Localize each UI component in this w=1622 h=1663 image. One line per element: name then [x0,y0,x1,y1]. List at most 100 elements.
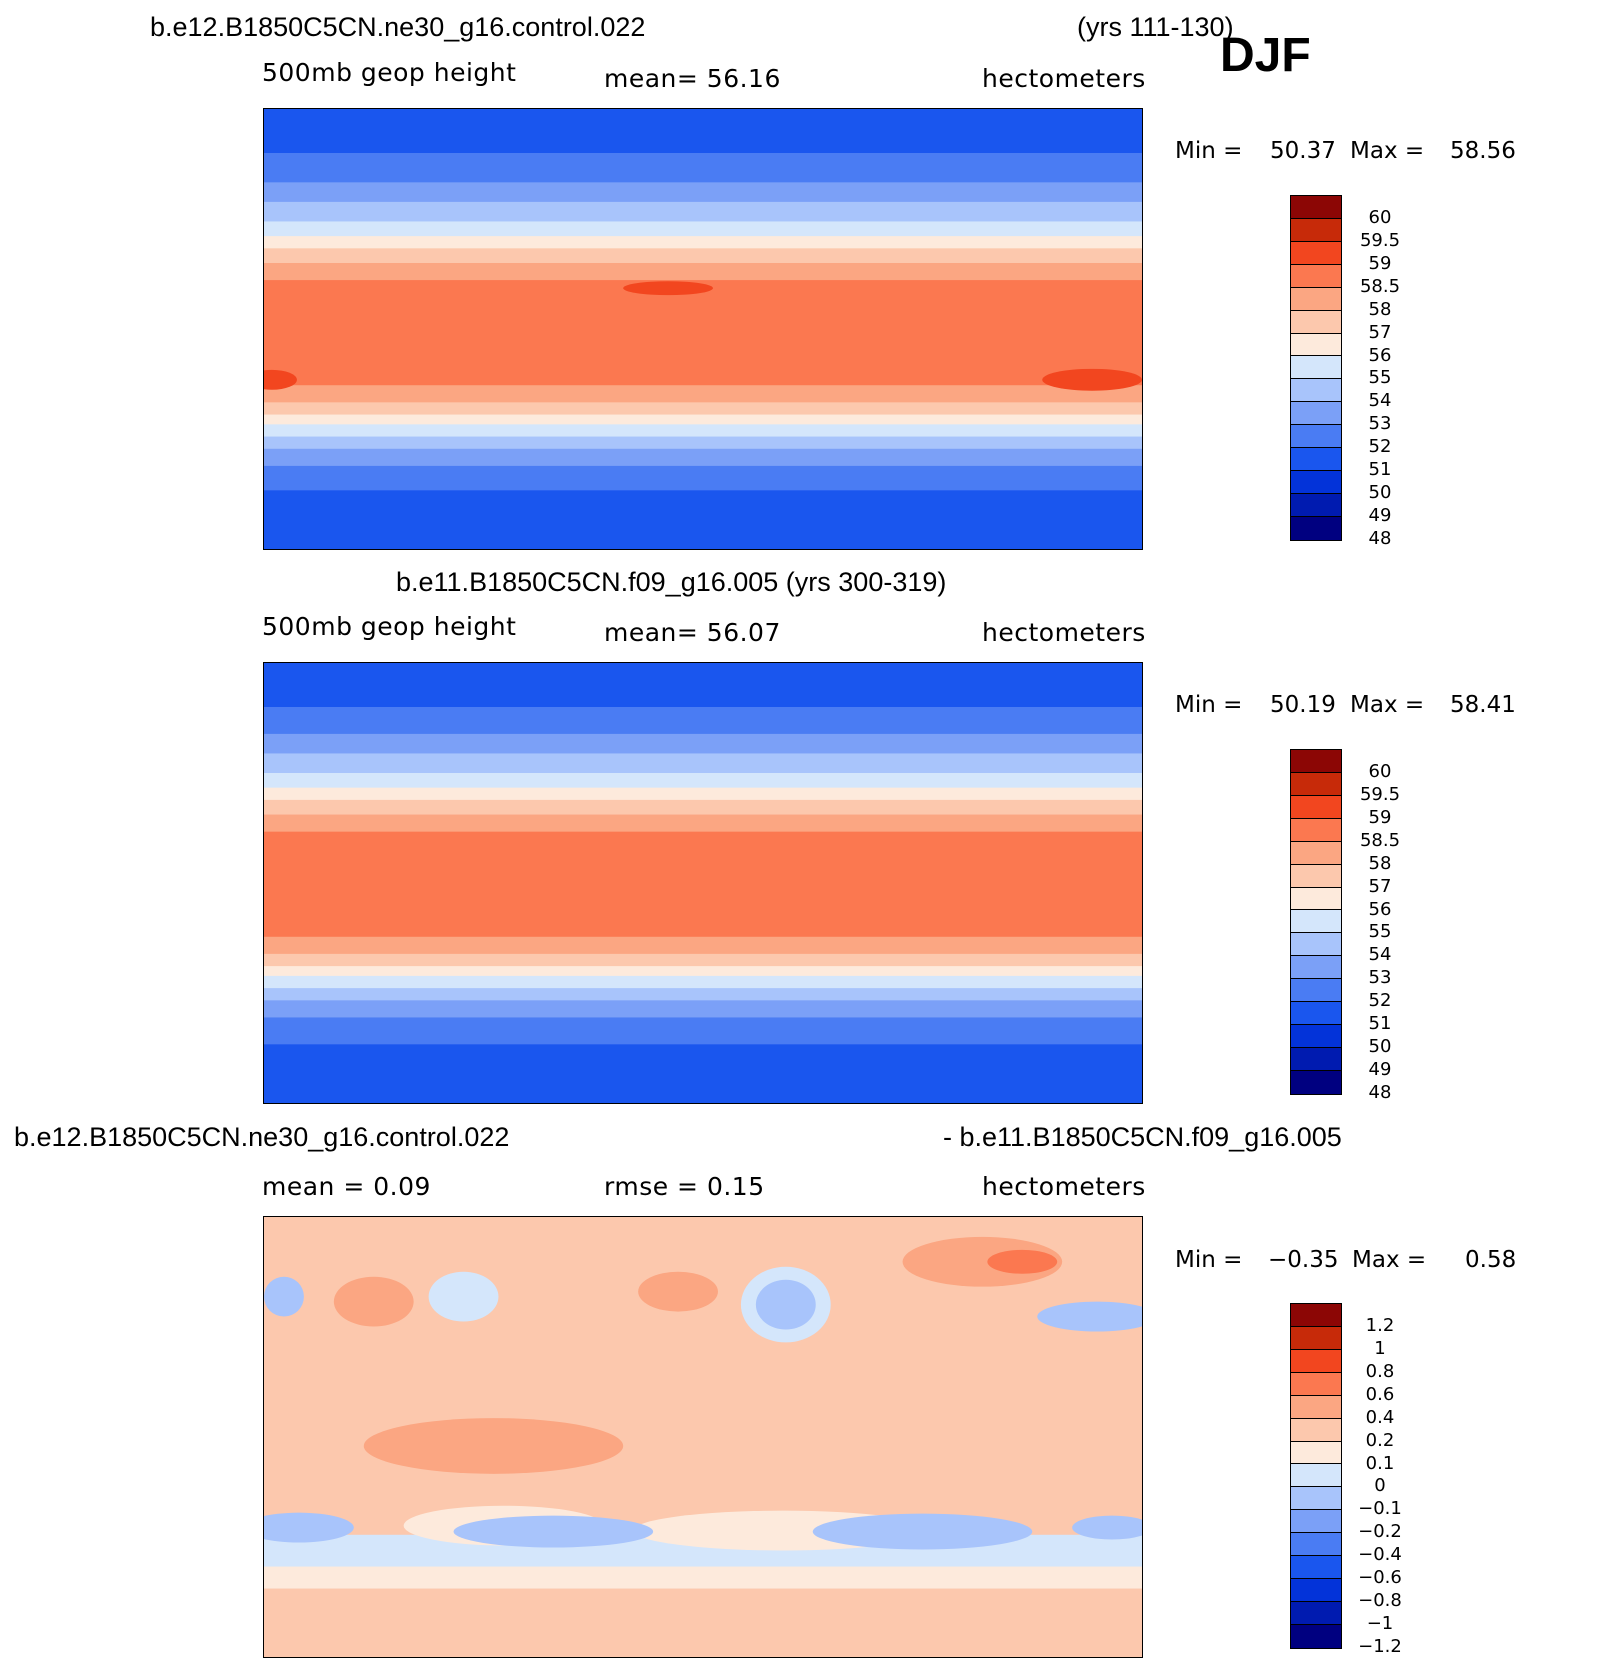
colorbar-label: 1.2 [1365,1314,1395,1336]
contour-band [264,1566,1142,1590]
colorbar-swatch [1291,1579,1341,1602]
contour-band [264,465,1142,491]
colorbar-label: −0.4 [1358,1544,1402,1566]
panel-1-min-label: Min = [1175,138,1243,164]
colorbar-swatch [1291,356,1341,380]
colorbar-label: 54 [1368,944,1392,966]
colorbar-swatch [1291,1395,1341,1419]
contour-band [264,182,1142,203]
colorbar-label: 59 [1368,252,1392,274]
colorbar-swatch [1291,196,1341,219]
panel-2-variable: 500mb geop height [262,612,517,641]
contour-band [264,221,1142,237]
colorbar-swatch [1291,887,1341,911]
panel-3-max-value: 0.58 [1465,1247,1517,1273]
colorbar-label: 0.4 [1365,1406,1395,1428]
contour-band [264,936,1142,955]
colorbar-swatch [1291,1372,1341,1396]
contour-band [264,988,1142,1001]
panel-1-max-cell-west [264,369,297,390]
panel-1-map [263,108,1143,550]
colorbar-swatch [1291,772,1341,796]
colorbar-swatch [1291,1533,1341,1557]
panel-3-min-value: −0.35 [1268,1247,1339,1273]
panel-1-colorbar [1290,195,1342,541]
colorbar-swatch [1291,287,1341,311]
panel-3-anomaly-west-edge [264,1276,304,1317]
panel-1-units: hectometers [982,64,1146,93]
colorbar-label: 55 [1368,921,1392,943]
panel-1-field-bands [264,109,1142,549]
colorbar-label: 1 [1374,1337,1386,1359]
contour-band [264,402,1142,416]
colorbar-swatch [1291,1070,1341,1094]
colorbar-swatch [1291,218,1341,242]
contour-band [264,1017,1142,1045]
colorbar-label: 0 [1374,1475,1386,1497]
contour-band [264,424,1142,438]
colorbar-swatch [1291,1624,1341,1648]
colorbar-swatch [1291,910,1341,934]
contour-band [264,263,1142,281]
panel-3-mean: mean = 0.09 [262,1172,431,1201]
contour-band [264,733,1142,754]
colorbar-label: 58.5 [1359,829,1401,851]
colorbar-label: 0.1 [1365,1452,1395,1474]
colorbar-label: 59 [1368,806,1392,828]
colorbar-swatch [1291,493,1341,517]
colorbar-swatch [1291,1556,1341,1580]
panel-1-mean: mean= 56.16 [604,64,781,93]
colorbar-swatch [1291,818,1341,842]
colorbar-label: 53 [1368,413,1392,435]
colorbar-label: 48 [1368,1082,1392,1103]
contour-band [264,773,1142,789]
contour-band [264,787,1142,801]
panel-2-mean: mean= 56.07 [604,618,781,647]
panel-3-anomaly-indian-ocean [363,1418,624,1474]
panel-3-anomaly-siberia [428,1271,499,1322]
colorbar-swatch [1291,264,1341,288]
colorbar-label: 59.5 [1359,229,1401,251]
season-label: DJF [1220,29,1311,82]
colorbar-label: 0.2 [1365,1429,1395,1451]
colorbar-label: 54 [1368,390,1392,412]
colorbar-swatch [1291,402,1341,426]
colorbar-swatch [1291,956,1341,980]
colorbar-swatch [1291,1304,1341,1327]
panel-2-title-left: b.e11.B1850C5CN.f09_g16.005 (yrs 300-319… [396,567,947,597]
panel-2-min-value: 50.19 [1270,692,1336,718]
colorbar-label: 50 [1368,482,1392,504]
panel-2-field-bands [264,663,1142,1103]
colorbar-label: 50 [1368,1036,1392,1058]
contour-band [264,448,1142,467]
colorbar-swatch [1291,1349,1341,1373]
panel-3-min-label: Min = [1175,1247,1243,1273]
contour-band [264,248,1142,264]
colorbar-label: 59.5 [1359,783,1401,805]
contour-band [264,831,1142,938]
panel-1-min-value: 50.37 [1270,138,1336,164]
colorbar-swatch [1291,1510,1341,1534]
contour-band [264,109,1142,154]
panel-3-max-label: Max = [1352,1247,1427,1273]
panel-3-anomaly-canada [902,1236,1063,1287]
colorbar-swatch [1291,864,1341,888]
panel-2-map [263,662,1143,1104]
colorbar-label: 57 [1368,875,1392,897]
panel-3-anomaly-gulf-alaska [755,1279,816,1330]
panel-2-map-svg [264,663,1142,1103]
contour-band [264,153,1142,183]
colorbar-swatch [1291,379,1341,403]
colorbar-swatch [1291,516,1341,540]
panel-1-map-svg [264,109,1142,549]
colorbar-label: 48 [1368,528,1392,549]
colorbar-label: 60 [1368,206,1392,228]
contour-band [264,201,1142,222]
colorbar-swatch [1291,1487,1341,1511]
colorbar-label: 58.5 [1359,275,1401,297]
colorbar-swatch [1291,1326,1341,1350]
contour-band [264,799,1142,816]
panel-3-colorbar [1290,1303,1342,1649]
panel-2-max-value: 58.41 [1450,692,1516,718]
colorbar-label: 0.6 [1365,1383,1395,1405]
